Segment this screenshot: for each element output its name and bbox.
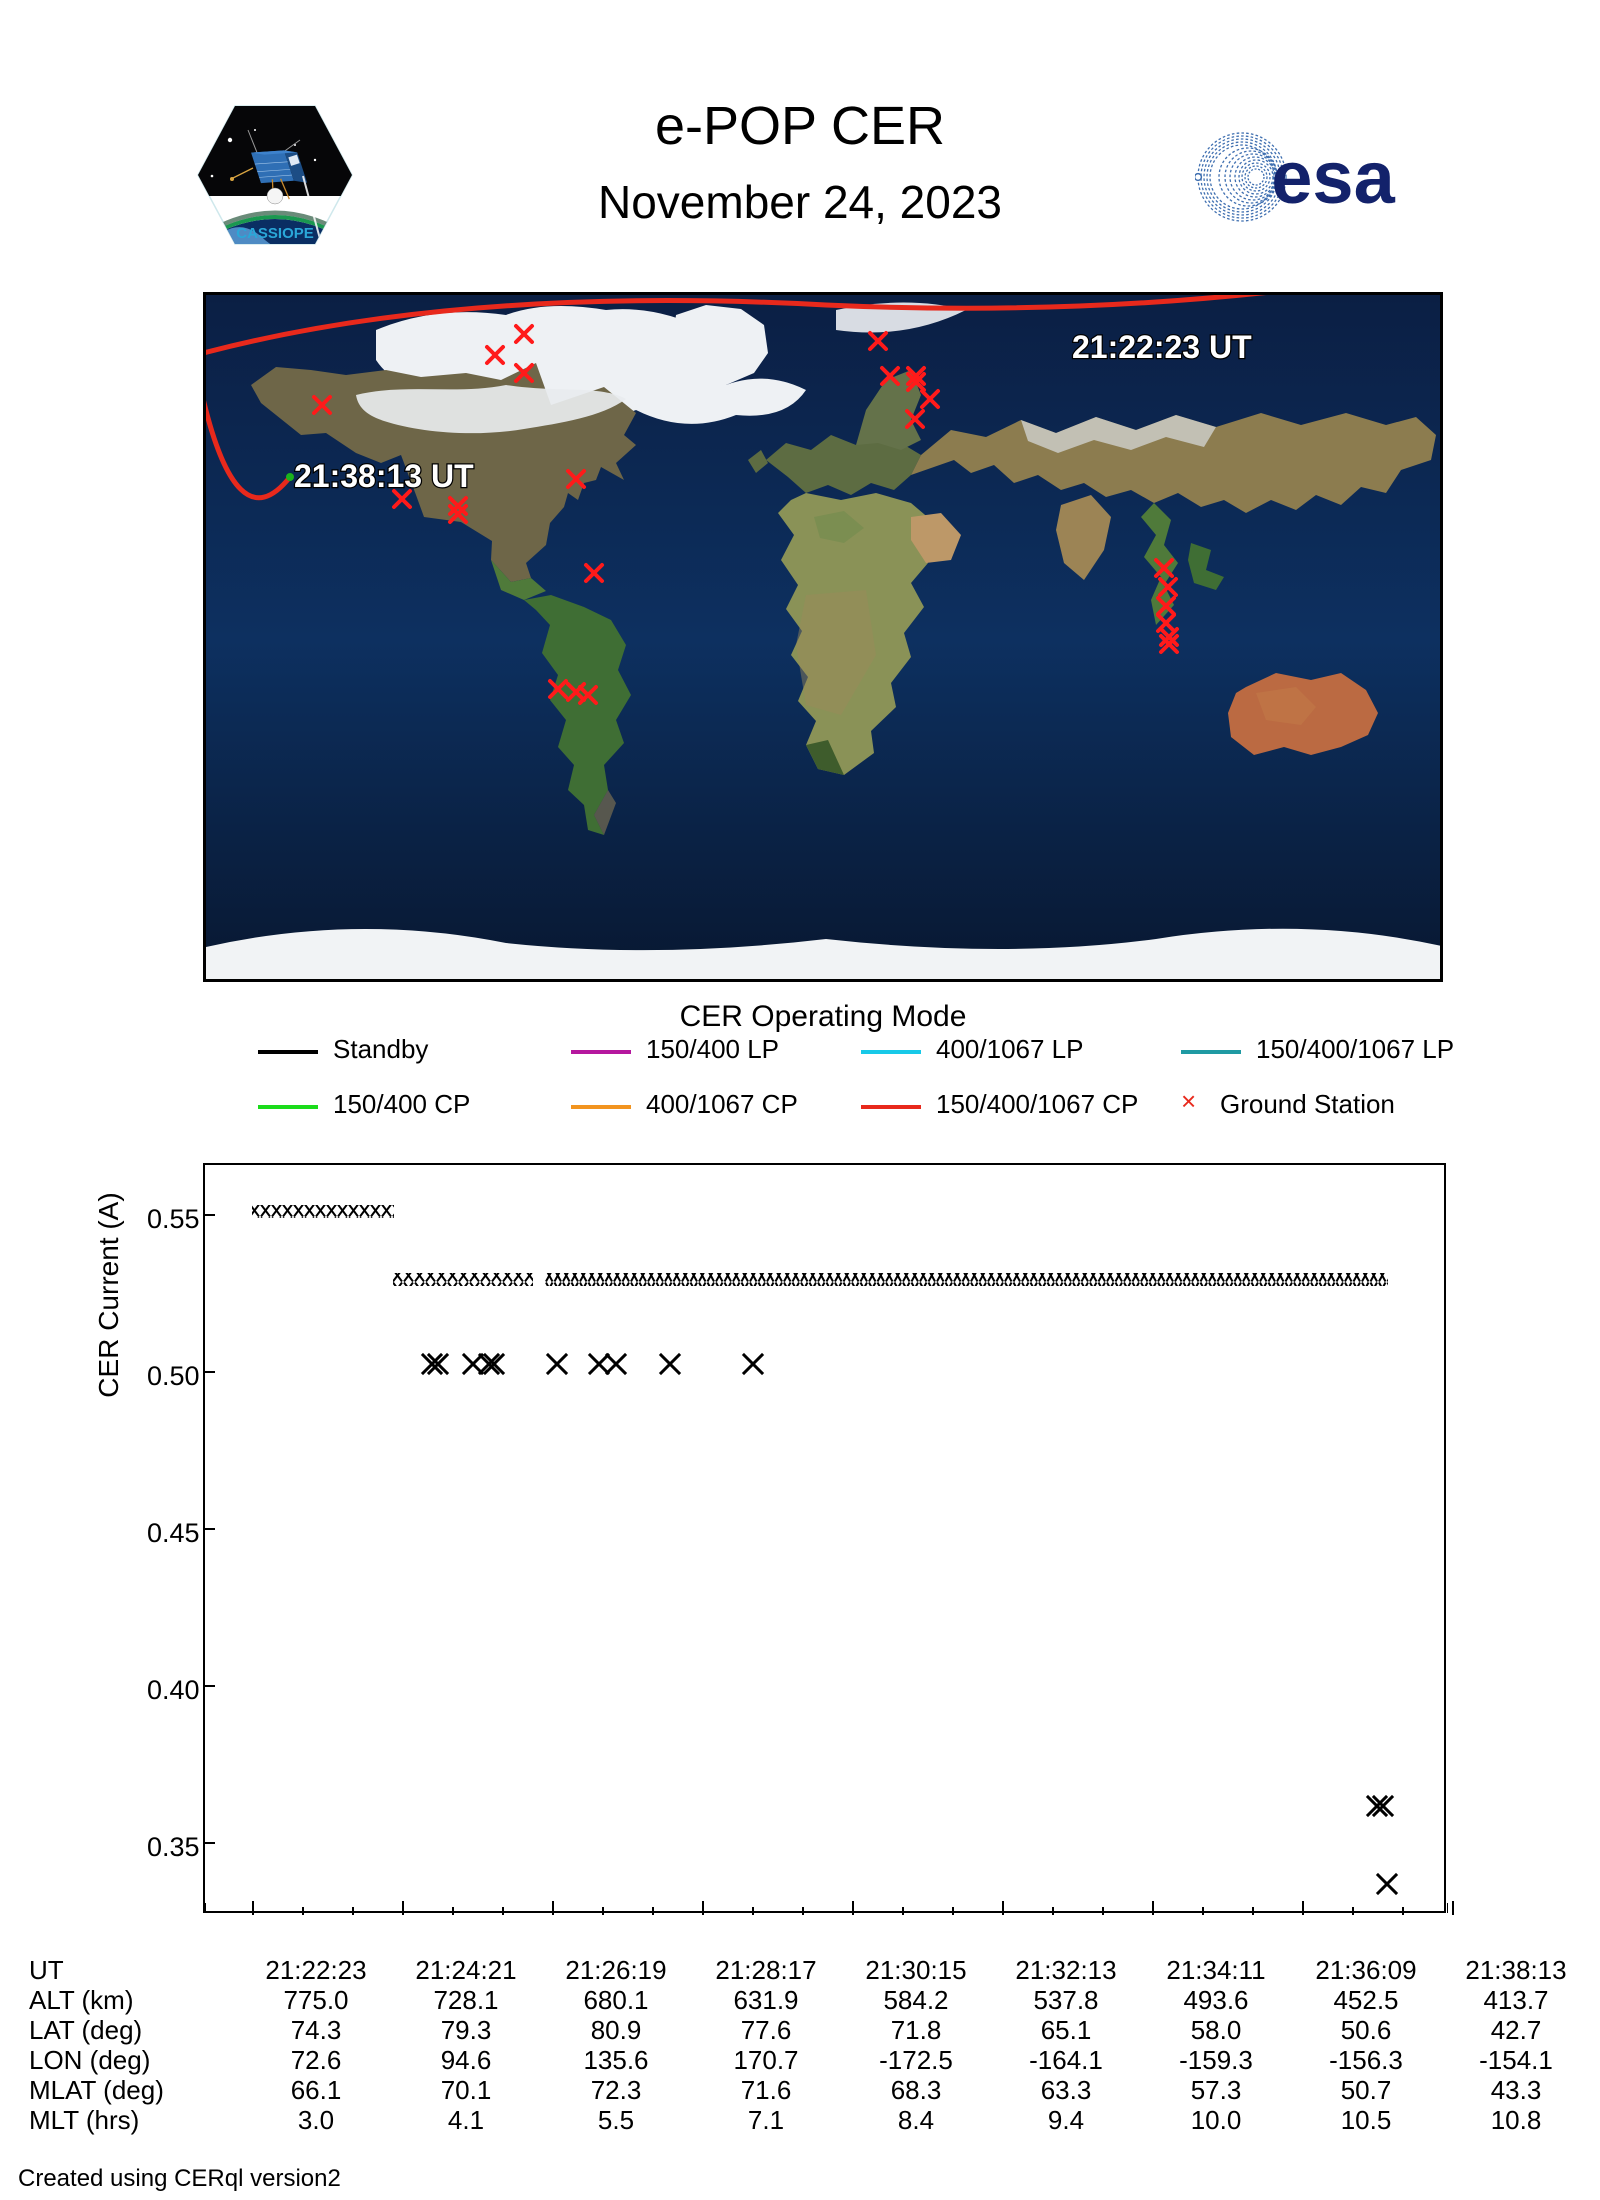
svg-text:esa: esa [1271, 136, 1395, 219]
svg-text:21:22:23 UT: 21:22:23 UT [1072, 329, 1252, 365]
svg-text:CASSIOPE: CASSIOPE [236, 225, 314, 242]
svg-text:21:38:13 UT: 21:38:13 UT [294, 458, 474, 494]
